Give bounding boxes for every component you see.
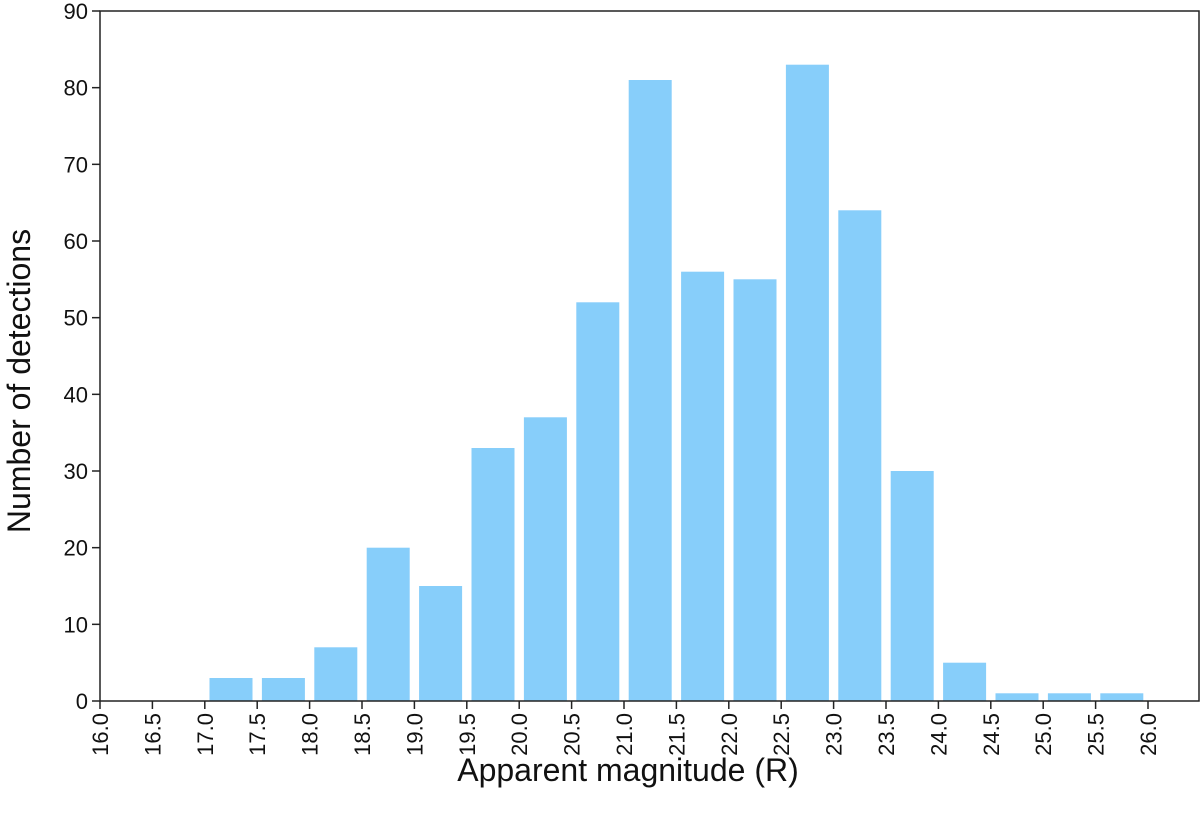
x-axis-label: Apparent magnitude (R) (457, 752, 799, 788)
y-tick-label: 0 (76, 689, 88, 714)
x-tick-label: 17.0 (193, 713, 218, 756)
y-axis: 0 10 20 30 40 50 60 70 80 90 (64, 0, 100, 714)
y-tick-label: 50 (64, 306, 88, 331)
bar-19.0 (419, 586, 463, 701)
bar-21.0 (628, 80, 672, 701)
y-axis-label: Number of detections (1, 229, 37, 533)
y-tick-label: 60 (64, 229, 88, 254)
y-tick-label: 70 (64, 152, 88, 177)
x-tick-label: 20.5 (560, 713, 585, 756)
y-tick-label: 10 (64, 612, 88, 637)
x-tick-label: 25.5 (1084, 713, 1109, 756)
bar-25.0 (1047, 693, 1091, 701)
x-tick-label: 16.0 (88, 713, 113, 756)
bar-24.5 (995, 693, 1039, 701)
x-tick-label: 23.5 (874, 713, 899, 756)
x-tick-label: 20.0 (507, 713, 532, 756)
bar-20.0 (523, 417, 567, 701)
x-tick-label: 16.5 (140, 713, 165, 756)
y-tick-label: 40 (64, 382, 88, 407)
y-tick-label: 80 (64, 76, 88, 101)
x-tick-label: 21.5 (664, 713, 689, 756)
x-tick-label: 24.5 (979, 713, 1004, 756)
bar-22.5 (785, 64, 829, 701)
y-tick-label: 30 (64, 459, 88, 484)
x-tick-label: 21.0 (612, 713, 637, 756)
bar-18.0 (314, 647, 358, 701)
x-tick-label: 18.5 (350, 713, 375, 756)
bar-22.0 (733, 279, 777, 701)
bar-20.5 (576, 302, 620, 701)
bar-17.0 (209, 678, 253, 701)
x-tick-label: 19.5 (455, 713, 480, 756)
bar-23.5 (890, 471, 934, 701)
x-axis: 16.0 16.5 17.0 17.5 18.0 18.5 19.0 19.5 20.0 20.5… (88, 701, 1161, 756)
plot-frame (99, 10, 1200, 702)
bar-21.5 (681, 271, 725, 701)
x-tick-label: 17.5 (245, 713, 270, 756)
x-tick-label: 23.0 (822, 713, 847, 756)
y-tick-label: 90 (64, 0, 88, 24)
x-tick-label: 26.0 (1136, 713, 1161, 756)
bar-25.5 (1100, 693, 1144, 701)
x-tick-label: 22.0 (717, 713, 742, 756)
bar-18.5 (366, 547, 410, 701)
x-tick-label: 25.0 (1031, 713, 1056, 756)
bar-24.0 (943, 662, 987, 701)
y-tick-label: 20 (64, 536, 88, 561)
bar-23.0 (838, 210, 882, 702)
bars-group (209, 64, 1144, 702)
x-tick-label: 18.0 (298, 713, 323, 756)
x-tick-label: 19.0 (402, 713, 427, 756)
bar-17.5 (261, 678, 305, 701)
x-tick-label: 22.5 (769, 713, 794, 756)
bar-19.5 (471, 448, 515, 701)
x-tick-label: 24.0 (926, 713, 951, 756)
